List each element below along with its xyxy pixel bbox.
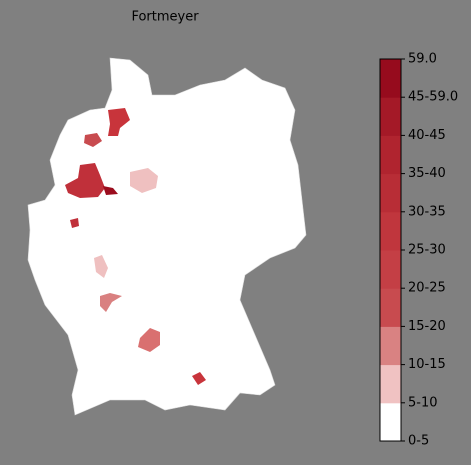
colorbar-label: 10-15 <box>408 357 446 372</box>
colorbar-band <box>380 364 401 404</box>
region <box>84 133 102 147</box>
colorbar-band <box>380 402 401 442</box>
region <box>138 328 160 352</box>
country-outline <box>27 57 307 416</box>
region <box>130 168 158 193</box>
colorbar-label: 0-5 <box>408 434 429 449</box>
colorbar-label: 5-10 <box>408 395 438 410</box>
colorbar-label: 45-59.0 <box>408 90 458 105</box>
germany-map <box>27 57 307 416</box>
colorbar-label: 20-25 <box>408 281 446 296</box>
colorbar-band <box>380 250 401 289</box>
colorbar: 0-5 5-10 10-15 15-20 20-25 25-30 30-35 35-40 40-… <box>379 52 458 449</box>
colorbar-band <box>380 326 401 366</box>
colorbar-frame <box>379 58 402 442</box>
colorbar-label: 30-35 <box>408 204 446 219</box>
colorbar-band <box>380 211 401 251</box>
region <box>103 186 118 195</box>
colorbar-label: 15-20 <box>408 319 446 334</box>
region <box>108 108 130 136</box>
map-title: Fortmeyer <box>131 10 199 25</box>
colorbar-label: 40-45 <box>408 128 446 143</box>
region <box>94 255 108 278</box>
region <box>192 372 206 385</box>
colorbar-band <box>380 97 401 136</box>
colorbar-band <box>380 173 401 213</box>
colorbar-band <box>380 288 401 327</box>
region <box>70 218 79 228</box>
colorbar-label: 25-30 <box>408 243 446 258</box>
colorbar-band <box>380 135 401 175</box>
colorbar-label: 59.0 <box>408 52 437 67</box>
region <box>65 163 105 198</box>
colorbar-band <box>380 59 401 98</box>
colorbar-label: 35-40 <box>408 166 446 181</box>
region <box>100 293 122 312</box>
